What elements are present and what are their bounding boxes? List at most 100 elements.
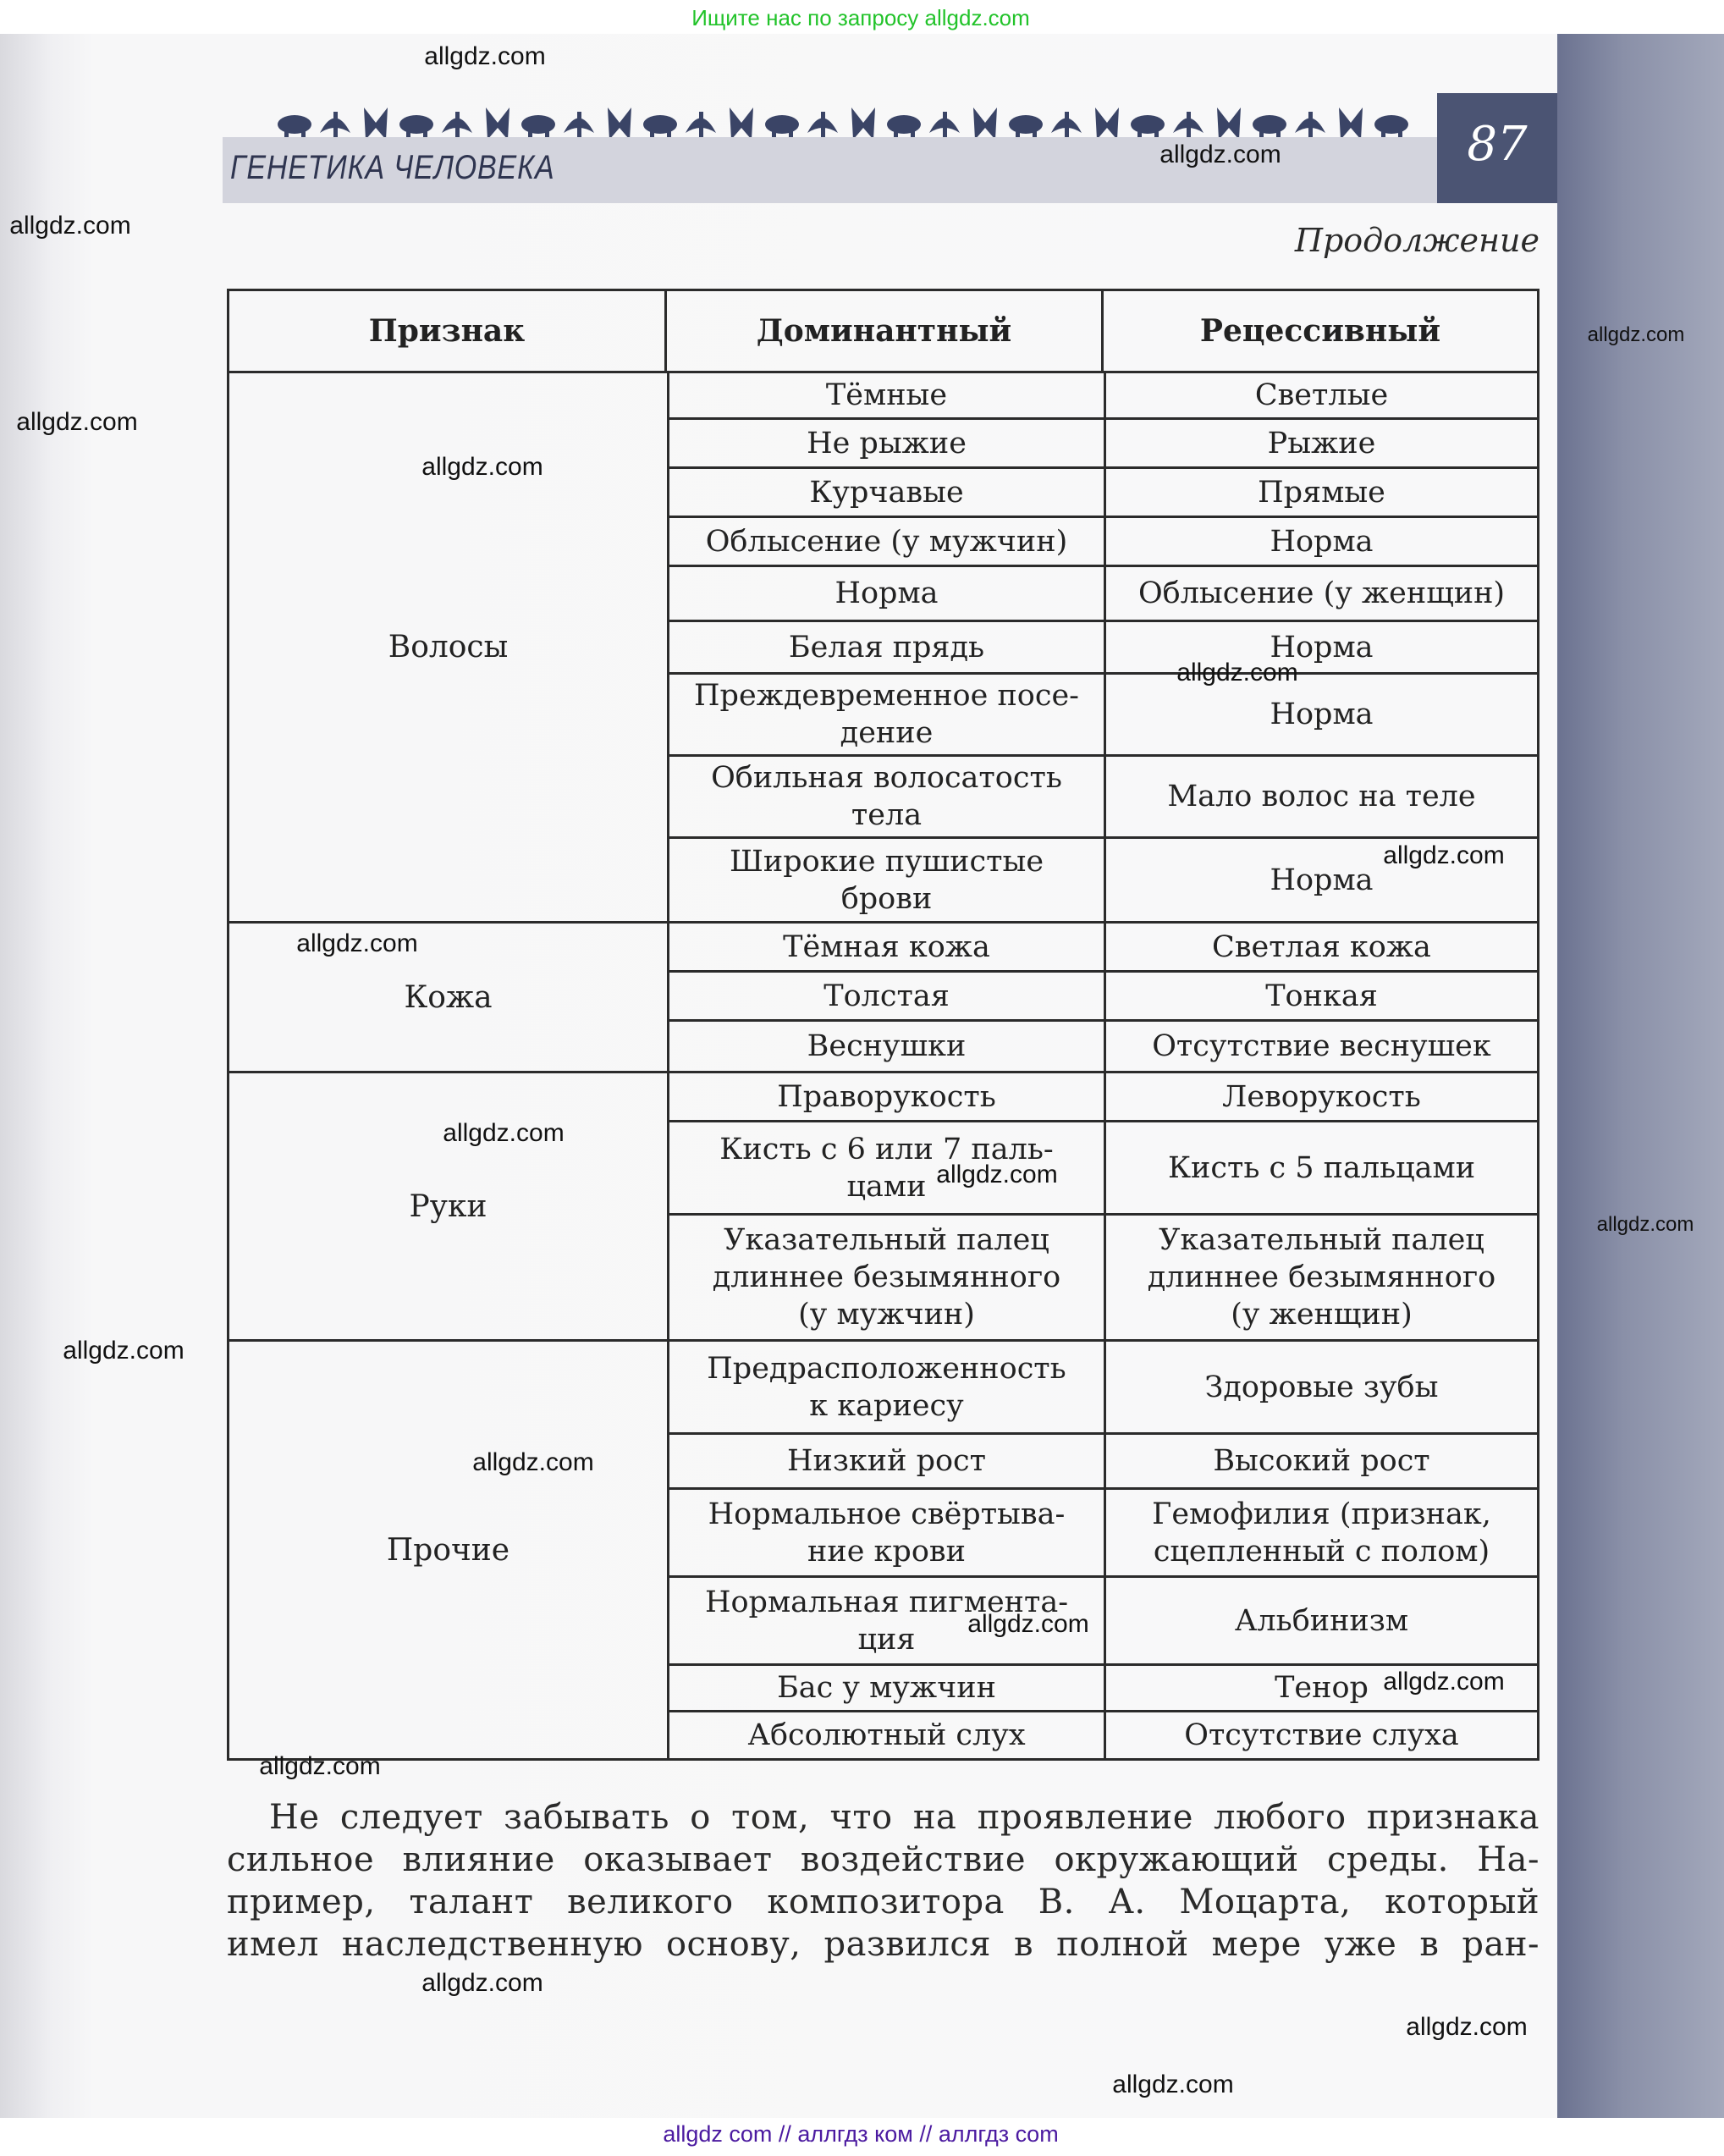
body-paragraph: Не следует забывать о том, что на проявл… bbox=[227, 1796, 1539, 1966]
recessive-cell: Рыжие bbox=[1106, 420, 1537, 466]
section-header-band bbox=[223, 137, 1437, 203]
recessive-cell: Норма bbox=[1106, 839, 1537, 921]
cell-text-line: ция bbox=[857, 1622, 916, 1657]
table-row: Праворукость Леворукость bbox=[669, 1073, 1537, 1122]
header-dominant: Доминантный bbox=[667, 291, 1104, 371]
watermark: allgdz.com bbox=[296, 929, 418, 957]
book-page bbox=[0, 34, 1724, 2118]
recessive-cell: Прямые bbox=[1106, 469, 1537, 516]
table-row: Не рыжие Рыжие bbox=[669, 420, 1537, 469]
cell-text-line: Прямые bbox=[1258, 475, 1385, 510]
cell-text-line: (у мужчин) bbox=[798, 1298, 975, 1332]
dominant-cell: Абсолютный слух bbox=[669, 1712, 1106, 1758]
cell-text-line: Норма bbox=[1270, 524, 1374, 559]
cell-text-line: Рыжие bbox=[1267, 426, 1376, 460]
dominant-cell: Толстая bbox=[669, 973, 1106, 1019]
watermark: allgdz.com bbox=[424, 42, 546, 70]
cell-text-line: брови bbox=[840, 881, 933, 916]
table-header: Признак Доминантный Рецессивный bbox=[229, 291, 1537, 373]
cell-text-line: Абсолютный слух bbox=[747, 1718, 1026, 1752]
dominant-cell: Нормальная пигмента-ция bbox=[669, 1578, 1106, 1663]
dominant-cell: Кисть с 6 или 7 паль-цами bbox=[669, 1122, 1106, 1213]
dominant-cell: Норма bbox=[669, 567, 1106, 620]
cell-text-line: Праворукость bbox=[777, 1079, 996, 1114]
cell-text-line: Норма bbox=[834, 576, 939, 610]
cell-text-line: Преждевременное посе- bbox=[694, 679, 1079, 713]
table-row: Нормальное свёртыва-ние крови Гемофилия (… bbox=[669, 1490, 1537, 1578]
cell-text-line: Норма bbox=[1270, 863, 1374, 897]
paragraph-line: сильное влияние оказывает воздействие ок… bbox=[227, 1840, 1539, 1879]
cell-text-line: ние крови bbox=[807, 1534, 966, 1569]
recessive-cell: Леворукость bbox=[1106, 1073, 1537, 1120]
watermark: allgdz.com bbox=[1159, 141, 1281, 168]
table-row: Веснушки Отсутствие веснушек bbox=[669, 1022, 1537, 1071]
watermark: allgdz.com bbox=[1176, 659, 1298, 687]
table-row: Указательный палец длиннее безымянного (у … bbox=[669, 1216, 1537, 1339]
trait-group: Прочие Предрасположенность к кариесу Здоров… bbox=[229, 1342, 1537, 1758]
recessive-cell: Указательный палец длиннее безымянного (у … bbox=[1106, 1216, 1537, 1339]
page-number: 87 bbox=[1467, 117, 1528, 172]
traits-table: Признак Доминантный Рецессивный Волосы Тё… bbox=[227, 289, 1539, 1761]
recessive-cell: Альбинизм bbox=[1106, 1578, 1537, 1663]
cell-text-line: Леворукость bbox=[1222, 1079, 1421, 1114]
recessive-cell: Светлые bbox=[1106, 373, 1537, 417]
watermark: allgdz.com bbox=[472, 1448, 594, 1476]
table-row: Тёмная кожа Светлая кожа bbox=[669, 924, 1537, 973]
cell-text-line: длиннее безымянного bbox=[712, 1260, 1061, 1294]
section-title: ГЕНЕТИКА ЧЕЛОВЕКА bbox=[230, 149, 555, 186]
bottom-banner-link[interactable]: allgdz com // аллгдз ком // аллгдз com bbox=[663, 2121, 1059, 2147]
paragraph-line: пример, талант великого композитора В. А… bbox=[227, 1883, 1539, 1922]
cell-text-line: длиннее безымянного bbox=[1147, 1260, 1496, 1294]
trait-group-name: Прочие bbox=[229, 1342, 669, 1758]
cell-text-line: Норма bbox=[1270, 630, 1374, 664]
trait-group: Руки Праворукость Леворукость Кисть с 6 или… bbox=[229, 1073, 1537, 1342]
watermark: allgdz.com bbox=[421, 453, 543, 481]
recessive-cell: Гемофилия (признак, сцепленный с полом) bbox=[1106, 1490, 1537, 1575]
cell-text-line: сцепленный с полом) bbox=[1153, 1534, 1490, 1569]
top-banner-link[interactable]: Ищите нас по запросу allgdz.com bbox=[691, 5, 1030, 30]
watermark: allgdz.com bbox=[1112, 2071, 1234, 2098]
dominant-cell: Низкий рост bbox=[669, 1435, 1106, 1487]
watermark: allgdz.com bbox=[1587, 323, 1685, 346]
page-edge-strip bbox=[1557, 34, 1724, 2118]
watermark: allgdz.com bbox=[16, 408, 138, 436]
watermark: allgdz.com bbox=[421, 1969, 543, 1997]
recessive-cell: Мало волос на теле bbox=[1106, 757, 1537, 836]
cell-text-line: Светлая кожа bbox=[1212, 929, 1431, 964]
dominant-cell: Облысение (у мужчин) bbox=[669, 518, 1106, 565]
cell-text-line: Широкие пушистые bbox=[729, 844, 1044, 879]
cell-text-line: Кисть с 6 или 7 паль- bbox=[719, 1132, 1054, 1166]
dominant-cell: Преждевременное посе-дение bbox=[669, 675, 1106, 754]
table-row: Норма Облысение (у женщин) bbox=[669, 567, 1537, 622]
watermark: allgdz.com bbox=[443, 1119, 565, 1147]
cell-text-line: Указательный палец bbox=[724, 1223, 1049, 1257]
watermark: allgdz.com bbox=[936, 1161, 1058, 1188]
cell-text-line: Тонкая bbox=[1265, 979, 1378, 1013]
dominant-cell: Тёмная кожа bbox=[669, 924, 1106, 970]
trait-group-name: Волосы bbox=[229, 373, 669, 921]
recessive-cell: Тонкая bbox=[1106, 973, 1537, 1019]
animal-silhouettes-decoration bbox=[278, 108, 1408, 144]
trait-group: Кожа Тёмная кожа Светлая кожа Толстая Тонкая… bbox=[229, 924, 1537, 1073]
cell-text-line: Гемофилия (признак, bbox=[1152, 1497, 1491, 1531]
dominant-cell: Курчавые bbox=[669, 469, 1106, 516]
dominant-cell: Тёмные bbox=[669, 373, 1106, 417]
watermark: allgdz.com bbox=[1406, 2013, 1528, 2041]
cell-text-line: Тёмные bbox=[825, 378, 948, 412]
watermark: allgdz.com bbox=[1596, 1213, 1694, 1236]
table-row: Обильная волосатость тела Мало волос на те… bbox=[669, 757, 1537, 839]
cell-text-line: к кариесу bbox=[809, 1388, 964, 1423]
table-row: Абсолютный слух Отсутствие слуха bbox=[669, 1712, 1537, 1758]
watermark: allgdz.com bbox=[9, 212, 131, 240]
dominant-cell: Указательный палец длиннее безымянного (у … bbox=[669, 1216, 1106, 1339]
cell-text-line: Нормальная пигмента- bbox=[704, 1585, 1069, 1619]
cell-text-line: Здоровые зубы bbox=[1204, 1370, 1439, 1404]
cell-text-line: Мало волос на теле bbox=[1167, 780, 1476, 813]
recessive-cell: Светлая кожа bbox=[1106, 924, 1537, 970]
table-row: Бас у мужчин Тенор bbox=[669, 1666, 1537, 1712]
cell-text-line: Белая прядь bbox=[788, 630, 985, 664]
dominant-cell: Бас у мужчин bbox=[669, 1666, 1106, 1710]
recessive-cell: Отсутствие веснушек bbox=[1106, 1022, 1537, 1071]
recessive-cell: Тенор bbox=[1106, 1666, 1537, 1710]
cell-text-line: тела bbox=[851, 798, 923, 832]
